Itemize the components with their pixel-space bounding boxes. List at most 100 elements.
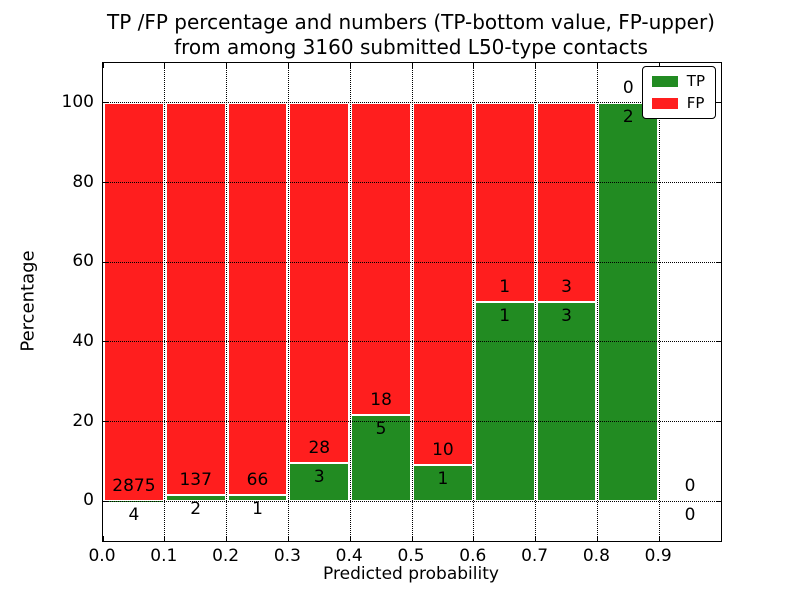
- y-tick-label: 60: [72, 251, 94, 272]
- x-tick-mark: [226, 63, 228, 68]
- fp-count-label: 1: [499, 277, 511, 297]
- x-tick-label: 0.2: [212, 546, 240, 566]
- tp-count-label: 3: [313, 466, 325, 487]
- x-tick-mark: [287, 63, 289, 68]
- horizontal-gridline: [103, 102, 721, 104]
- legend-swatch-fp-icon: [651, 98, 678, 109]
- x-tick-mark: [473, 536, 475, 541]
- vertical-gridline-dots: [287, 63, 289, 541]
- x-tick-label: 0.6: [459, 546, 487, 566]
- fp-count-label: 10: [432, 439, 454, 460]
- x-tick-mark: [535, 536, 537, 541]
- y-axis-label: Percentage: [17, 250, 39, 352]
- x-tick-mark: [535, 63, 537, 68]
- bar-segment-tp: [351, 414, 411, 502]
- y-tick-mark: [103, 261, 108, 263]
- horizontal-gridline: [103, 341, 721, 343]
- x-tick-mark: [349, 63, 351, 68]
- x-tick-label: 0.4: [335, 546, 363, 566]
- bar-segment-fp: [413, 102, 473, 465]
- x-tick-mark: [164, 63, 166, 68]
- y-tick-label: 20: [72, 410, 94, 431]
- x-tick-label: 0.8: [582, 546, 610, 566]
- vertical-gridline: [595, 63, 599, 541]
- x-tick-mark: [473, 63, 475, 68]
- x-axis-label: Predicted probability: [323, 564, 499, 584]
- legend-item-tp: TP: [651, 74, 705, 89]
- horizontal-gridline: [103, 261, 721, 263]
- chart-title-line2: from among 3160 submitted L50-type conta…: [174, 35, 648, 59]
- tp-count-label: 1: [252, 499, 263, 520]
- vertical-gridline-dots: [349, 63, 351, 541]
- bar-segment-tp: [289, 462, 350, 502]
- chart-title: TP /FP percentage and numbers (TP-bottom…: [102, 10, 720, 60]
- x-tick-mark: [658, 63, 660, 68]
- vertical-gridline-dots: [226, 63, 228, 541]
- tp-count-label: 2: [622, 106, 634, 127]
- y-tick-mark: [103, 182, 108, 183]
- x-tick-mark: [287, 536, 289, 541]
- vertical-gridline: [534, 63, 538, 541]
- fp-count-label: 0: [622, 77, 634, 98]
- y-tick-mark: [716, 102, 721, 104]
- chart-title-line1: TP /FP percentage and numbers (TP-bottom…: [107, 10, 715, 34]
- fp-count-label: 66: [246, 470, 269, 491]
- y-tick-mark: [103, 341, 108, 343]
- x-tick-mark: [596, 63, 598, 68]
- bar-segment-fp: [104, 102, 164, 501]
- fp-count-label: 0: [684, 476, 696, 497]
- tp-count-label: 5: [375, 418, 387, 439]
- x-tick-mark: [102, 63, 104, 68]
- vertical-gridline: [410, 63, 414, 541]
- fp-count-label: 3: [561, 277, 572, 297]
- tp-count-label: 2: [190, 499, 202, 520]
- y-tick-label: 80: [72, 171, 94, 192]
- vertical-gridline-dots: [596, 63, 598, 541]
- tp-count-label: 0: [684, 505, 696, 526]
- legend-label-fp: FP: [686, 94, 705, 112]
- plot-area: TP FP 2875 4 137 2 66 1 28 3 18 5 10 1 1 1 3 3 0 2 0 0: [102, 62, 722, 542]
- x-tick-mark: [658, 536, 660, 541]
- x-tick-mark: [411, 536, 413, 541]
- vertical-gridline-dots: [535, 63, 537, 541]
- x-tick-mark: [164, 536, 166, 541]
- bar-segment-tp: [474, 302, 535, 502]
- x-tick-mark: [720, 536, 722, 541]
- legend: TP FP: [641, 66, 716, 119]
- y-tick-mark: [103, 500, 108, 502]
- y-tick-mark: [103, 421, 108, 422]
- x-tick-mark: [720, 63, 722, 68]
- bar-segment-fp: [227, 102, 288, 496]
- x-tick-label: 0.9: [644, 546, 672, 566]
- y-tick-mark: [716, 500, 721, 502]
- y-tick-mark: [716, 421, 721, 422]
- vertical-gridline-dots: [658, 63, 660, 541]
- y-tick-mark: [716, 182, 721, 183]
- y-tick-mark: [716, 261, 721, 263]
- x-tick-label: 0.0: [88, 546, 116, 566]
- x-tick-label: 0.5: [397, 546, 425, 566]
- vertical-gridline: [225, 63, 229, 541]
- y-tick-label: 100: [61, 91, 94, 112]
- tp-count-label: 1: [499, 306, 511, 326]
- bar-segment-fp: [289, 102, 350, 463]
- vertical-gridline: [657, 63, 661, 541]
- y-tick-label: 0: [83, 490, 94, 511]
- y-tick-label: 40: [72, 330, 94, 351]
- fp-count-label: 2875: [112, 475, 156, 496]
- tp-count-label: 3: [561, 306, 572, 326]
- legend-swatch-tp-icon: [651, 76, 678, 87]
- vertical-gridline-dots: [473, 63, 475, 541]
- tp-count-label: 4: [128, 504, 140, 525]
- tp-count-label: 1: [437, 468, 449, 489]
- fp-count-label: 18: [370, 389, 392, 410]
- vertical-gridline-dots: [411, 63, 413, 541]
- fp-count-label: 137: [179, 470, 212, 491]
- horizontal-gridline: [103, 182, 721, 183]
- bar-segment-fp: [165, 102, 226, 496]
- horizontal-gridline: [103, 500, 721, 502]
- vertical-gridline: [286, 63, 290, 541]
- fp-count-label: 28: [308, 437, 331, 458]
- bar-segment-fp: [536, 102, 597, 302]
